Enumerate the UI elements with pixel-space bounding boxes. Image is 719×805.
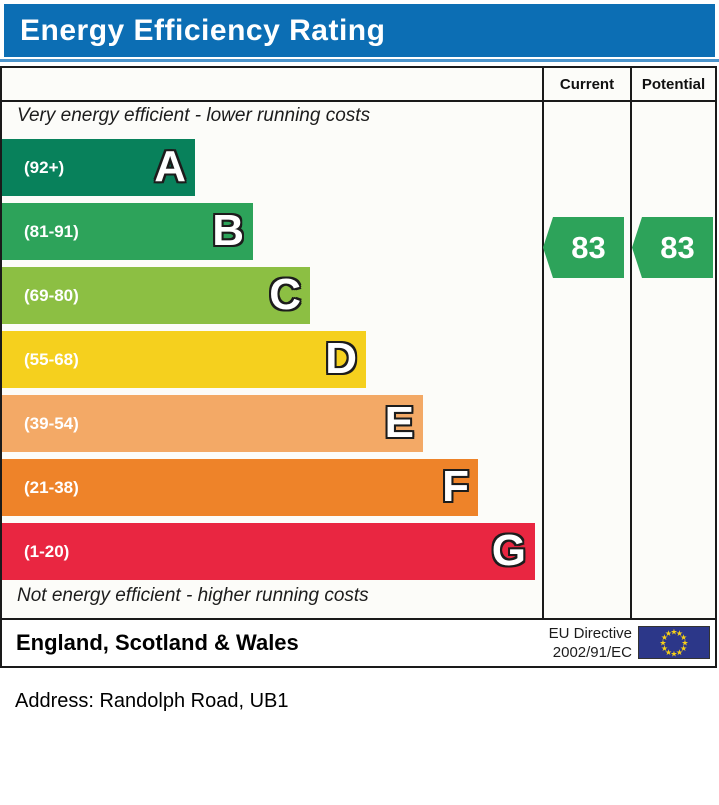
band-letter: C bbox=[269, 270, 301, 319]
svg-text:★: ★ bbox=[670, 627, 677, 636]
svg-text:★: ★ bbox=[659, 638, 666, 647]
band-letter: G bbox=[491, 526, 526, 575]
footer-row: England, Scotland & Wales EU Directive 2… bbox=[2, 620, 715, 666]
address-line: Address: Randolph Road, UB1 bbox=[15, 690, 289, 712]
eu-flag-icon: ★ ★ ★ ★ ★ ★ ★ ★ ★ ★ ★ ★ bbox=[638, 626, 710, 659]
footer-divider bbox=[2, 618, 715, 620]
band-letter: E bbox=[384, 398, 414, 447]
band-row-g: (1-20) G bbox=[2, 523, 535, 580]
potential-rating-arrow: 83 bbox=[632, 217, 713, 278]
current-column-header: Current bbox=[559, 75, 615, 93]
band-letter: A bbox=[154, 142, 186, 191]
band-range-label: (1-20) bbox=[24, 542, 70, 561]
band-letter: D bbox=[325, 334, 357, 383]
potential-column-header: Potential bbox=[641, 75, 706, 93]
band-row-d: (55-68) D bbox=[2, 331, 366, 388]
title-underline bbox=[0, 59, 719, 62]
band-row-c: (69-80) C bbox=[2, 267, 310, 324]
svg-text:★: ★ bbox=[681, 638, 688, 647]
band-range-label: (39-54) bbox=[24, 414, 79, 433]
band-range-label: (81-91) bbox=[24, 222, 79, 241]
svg-text:★: ★ bbox=[676, 648, 683, 657]
rating-table: Current Potential Very energy efficient … bbox=[0, 66, 717, 668]
band-letter: F bbox=[442, 462, 469, 511]
potential-column-divider bbox=[630, 68, 632, 620]
current-rating-value: 83 bbox=[571, 229, 606, 265]
band-row-f: (21-38) F bbox=[2, 459, 478, 516]
potential-rating-value: 83 bbox=[660, 229, 695, 265]
svg-text:★: ★ bbox=[665, 629, 672, 638]
svg-text:★: ★ bbox=[680, 633, 687, 642]
svg-text:★: ★ bbox=[661, 633, 668, 642]
band-row-a: (92+) A bbox=[2, 139, 195, 196]
svg-text:★: ★ bbox=[676, 629, 683, 638]
title-bar: Energy Efficiency Rating bbox=[4, 4, 715, 57]
current-column-divider bbox=[542, 68, 544, 620]
band-range-label: (92+) bbox=[24, 158, 65, 177]
svg-text:★: ★ bbox=[670, 649, 677, 658]
bottom-note: Not energy efficient - higher running co… bbox=[17, 585, 369, 606]
band-row-b: (81-91) B bbox=[2, 203, 253, 260]
eu-directive-label: EU Directive 2002/91/EC bbox=[492, 624, 632, 662]
svg-text:★: ★ bbox=[665, 648, 672, 657]
band-letter: B bbox=[212, 206, 244, 255]
top-note: Very energy efficient - lower running co… bbox=[17, 105, 371, 126]
band-range-label: (69-80) bbox=[24, 286, 79, 305]
svg-text:★: ★ bbox=[661, 644, 668, 653]
eu-directive-line1: EU Directive bbox=[548, 625, 632, 642]
band-row-e: (39-54) E bbox=[2, 395, 423, 452]
current-rating-arrow: 83 bbox=[543, 217, 624, 278]
svg-text:★: ★ bbox=[680, 644, 687, 653]
eu-directive-line2: 2002/91/EC bbox=[552, 644, 632, 661]
header-divider bbox=[2, 100, 715, 102]
band-range-label: (21-38) bbox=[24, 478, 79, 497]
band-range-label: (55-68) bbox=[24, 350, 79, 369]
page-title: Energy Efficiency Rating bbox=[20, 13, 386, 47]
region-label: England, Scotland & Wales bbox=[16, 630, 299, 655]
